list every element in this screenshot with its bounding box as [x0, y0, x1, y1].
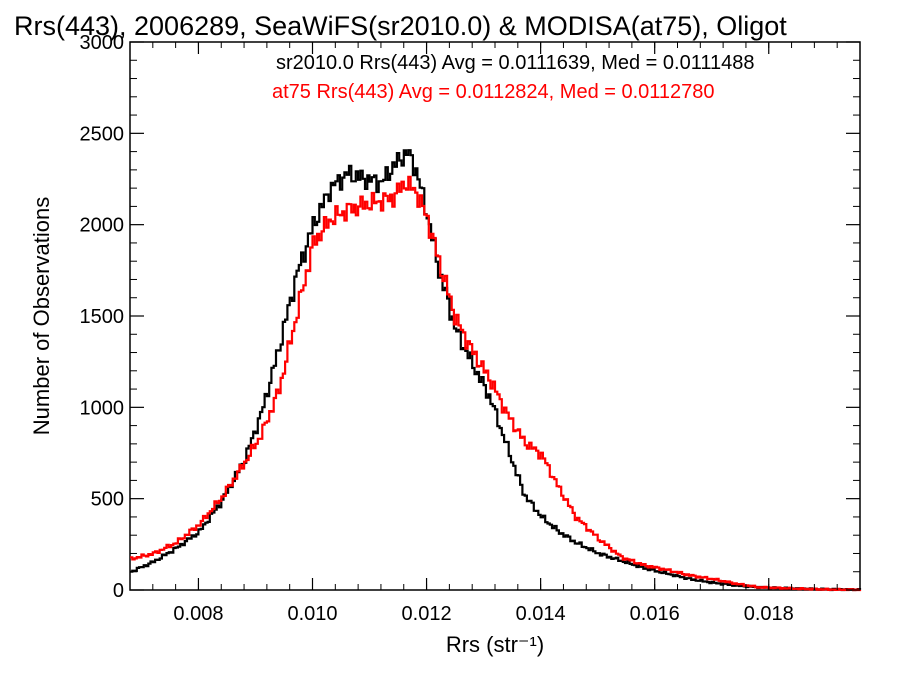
ticks-layer: 0.008 0.010 0.012 0.014 0.016 0.018 0 500 1000 15…: [80, 32, 861, 625]
y-tick-label: 2500: [80, 123, 125, 145]
y-tick-label: 1000: [80, 397, 125, 419]
plot-frame: [129, 41, 861, 591]
series-layer: [130, 149, 862, 592]
y-tick-label: 0: [113, 580, 124, 602]
x-tick-label: 0.010: [287, 603, 337, 625]
stat-line-at75: at75 Rrs(443) Avg = 0.0112824, Med = 0.0…: [272, 81, 715, 103]
x-tick-label: 0.016: [630, 603, 680, 625]
series-line-at75: [130, 175, 862, 592]
stat-line-sr2010: sr2010.0 Rrs(443) Avg = 0.0111639, Med =…: [276, 52, 755, 74]
y-tick-label: 2000: [80, 215, 125, 237]
x-tick-label: 0.008: [173, 603, 223, 625]
x-tick-label: 0.012: [402, 603, 452, 625]
y-tick-label: 500: [91, 489, 124, 511]
y-tick-label: 1500: [80, 306, 125, 328]
x-axis-label: Rrs (str⁻¹): [446, 632, 544, 657]
series-line-sr2010: [130, 149, 862, 592]
y-tick-label: 3000: [80, 32, 125, 54]
x-tick-label: 0.018: [744, 603, 794, 625]
x-tick-label: 0.014: [516, 603, 566, 625]
y-axis-label: Number of Observations: [29, 197, 54, 435]
chart-title: Rrs(443), 2006289, SeaWiFS(sr2010.0) & M…: [14, 11, 787, 41]
